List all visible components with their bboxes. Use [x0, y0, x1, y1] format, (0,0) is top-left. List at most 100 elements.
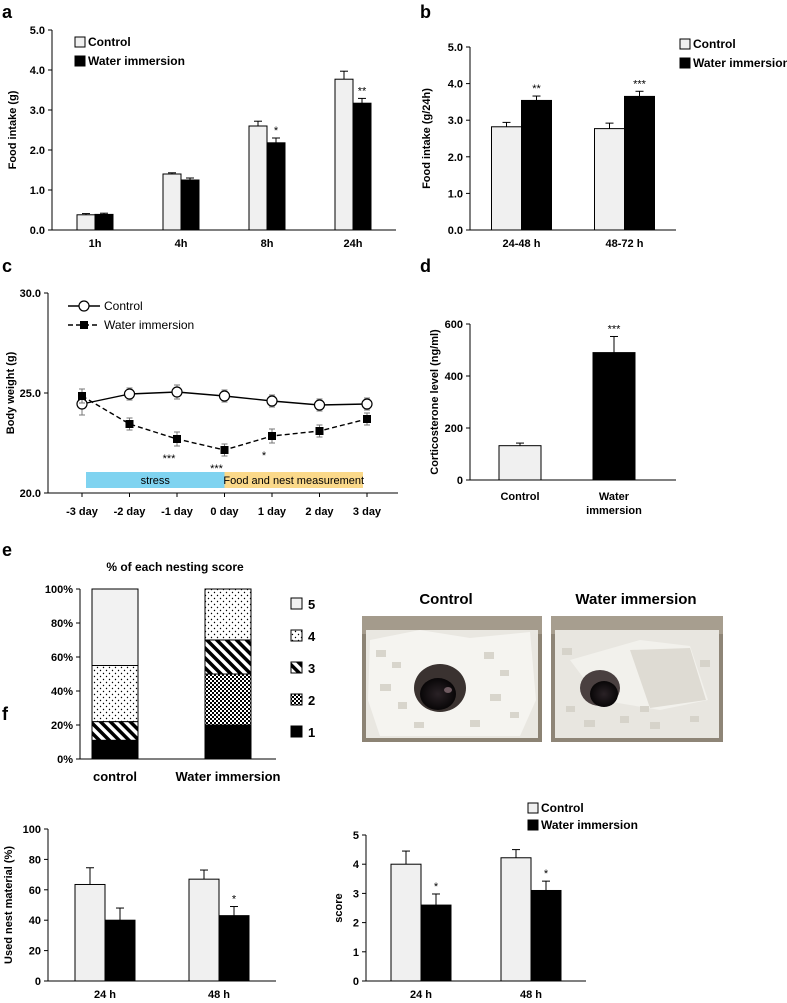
panel-label-e: e	[2, 540, 12, 560]
bar-water	[180, 179, 200, 231]
panel-label-d: d	[420, 256, 431, 276]
y-tick-label: 1.0	[30, 185, 45, 197]
band-label-food-nest: Food and nest measurement	[223, 475, 364, 487]
y-tick-label: 30.0	[20, 288, 41, 300]
legend-swatch-control	[679, 38, 691, 50]
significance-label: ***	[210, 463, 224, 475]
legend-swatch-score-1	[290, 725, 303, 738]
y-tick-label: 0.0	[448, 225, 463, 237]
significance-label: **	[532, 83, 541, 95]
y-tick-label: 2	[353, 918, 359, 930]
chart-a-food-intake: 0.0 1.0 2.0 3.0 4.0 5.0 Food intake (g) 1h 4h 8h *…	[7, 25, 396, 250]
y-tick-label: 3.0	[448, 115, 463, 127]
x-tick-label: Water immersion	[176, 769, 281, 784]
legend-label-control: Control	[541, 801, 584, 815]
bar-water	[592, 352, 636, 481]
stack-segment-score-1	[204, 724, 252, 760]
legend-label-water: Water immersion	[104, 318, 194, 332]
y-tick-label: 1	[353, 947, 359, 959]
x-tick-label: Control	[500, 491, 539, 503]
significance-label: *	[262, 450, 267, 462]
y-axis-label: Used nest material (%)	[3, 846, 15, 964]
photo-control-nest	[362, 616, 542, 742]
point-water	[78, 392, 86, 400]
significance-label: ***	[608, 323, 622, 335]
legend-swatch-water	[679, 57, 691, 69]
stack-segment-score-2	[204, 673, 252, 726]
bar-control	[500, 857, 532, 982]
x-tick-label: 24h	[344, 238, 363, 250]
significance-label: ***	[633, 78, 647, 90]
y-tick-label: 4.0	[30, 65, 45, 77]
photo-water-nest	[551, 616, 723, 742]
y-tick-label: 60%	[51, 652, 73, 664]
x-tick-label: 48 h	[520, 989, 542, 1001]
band-food-nest	[224, 472, 363, 488]
bar-control	[334, 78, 354, 231]
y-tick-label: 0.0	[30, 225, 45, 237]
y-tick-label: 5	[353, 830, 359, 842]
bar-water	[352, 102, 372, 231]
stack-segment-score-3	[91, 721, 139, 741]
x-tick-label: 24 h	[94, 989, 116, 1001]
bar-control	[491, 126, 522, 231]
legend-label-water: Water immersion	[541, 818, 638, 832]
significance-label: **	[358, 85, 367, 97]
bar-control	[162, 173, 182, 231]
y-tick-label: 20	[29, 946, 41, 958]
legend-label-water: Water immersion	[88, 54, 185, 68]
bar-control	[188, 878, 220, 982]
legend-label-score-2: 2	[308, 693, 315, 708]
legend-label-control: Control	[88, 35, 131, 49]
chart-d-corticosterone: 0 200 400 600 Corticosterone level (ng/ml) Co…	[429, 319, 676, 517]
y-tick-label: 100%	[45, 584, 73, 596]
bar-control	[594, 128, 625, 231]
legend-swatch-score-5	[290, 597, 303, 610]
bar-water	[218, 915, 250, 982]
y-axis-label: Food intake (g/24h)	[421, 88, 433, 189]
x-tick-label: -1 day	[161, 506, 194, 518]
bar-control	[498, 445, 542, 481]
significance-label: *	[274, 125, 279, 137]
y-tick-label: 60	[29, 885, 41, 897]
y-axis-label: score	[333, 893, 345, 922]
y-tick-label: 5.0	[30, 25, 45, 37]
y-tick-label: 0	[35, 976, 41, 988]
chart-f-score: 0 1 2 3 4 5 score 24 h * 48 h * Control Water immers…	[333, 801, 638, 1001]
legend-marker-control	[78, 300, 90, 312]
x-tick-label: -3 day	[66, 506, 99, 518]
band-stress	[86, 472, 225, 488]
y-tick-label: 600	[445, 319, 463, 331]
point-water	[173, 435, 181, 443]
y-tick-label: 2.0	[448, 152, 463, 164]
x-tick-label: 1 day	[258, 506, 287, 518]
chart-b-food-intake-24h: 0.0 1.0 2.0 3.0 4.0 5.0 Food intake (g/24h) 24-…	[421, 37, 787, 250]
legend-swatch-water	[74, 55, 86, 67]
chart-title: % of each nesting score	[106, 560, 244, 574]
stack-segment-score-4	[204, 588, 252, 641]
y-tick-label: 1.0	[448, 188, 463, 200]
y-tick-label: 4.0	[448, 79, 463, 91]
bar-water	[266, 142, 286, 231]
stack-segment-score-5	[91, 588, 139, 666]
bar-water	[104, 919, 136, 982]
legend-label-score-5: 5	[308, 597, 315, 612]
x-tick-label: 4h	[175, 238, 188, 250]
y-tick-label: 4	[353, 859, 360, 871]
point-control	[266, 395, 278, 407]
bar-control	[76, 214, 96, 231]
point-control	[218, 390, 231, 402]
chart-f-used-nest-material: 0 20 40 60 80 100 Used nest material (%) 24 h 48…	[3, 824, 276, 1001]
significance-label: *	[434, 881, 439, 893]
x-tick-label: -2 day	[114, 506, 147, 518]
band-label-stress: stress	[141, 475, 171, 487]
y-tick-label: 100	[23, 824, 41, 836]
y-tick-label: 25.0	[20, 388, 41, 400]
y-tick-label: 3.0	[30, 105, 45, 117]
y-tick-label: 3	[353, 888, 359, 900]
significance-label: ***	[163, 453, 177, 465]
legend-swatch-water	[527, 819, 539, 831]
y-axis-label: Food intake (g)	[7, 90, 19, 169]
point-control	[171, 386, 183, 398]
point-water	[125, 420, 134, 428]
